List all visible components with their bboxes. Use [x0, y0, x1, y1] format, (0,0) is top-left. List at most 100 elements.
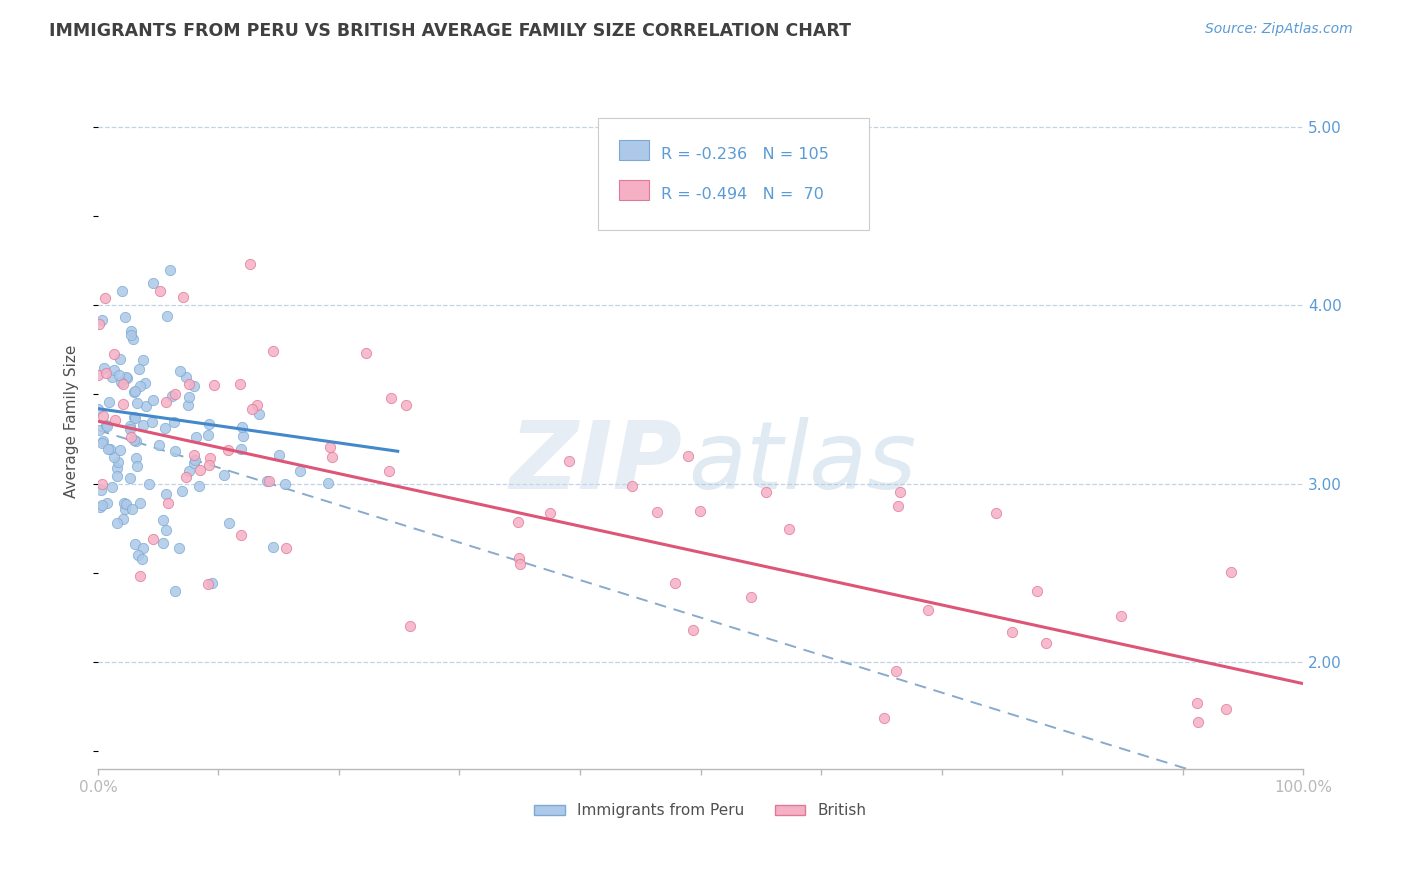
Point: [120, 418, 142, 433]
Point: [91, 498, 114, 512]
Point: [508, 551, 530, 566]
Point: [103, 347, 125, 361]
Point: [288, 464, 311, 478]
Point: [169, 541, 191, 555]
Point: [96, 496, 118, 510]
Point: [319, 440, 342, 454]
Point: [274, 541, 297, 556]
Point: [120, 471, 142, 485]
Point: [110, 284, 132, 298]
Point: [217, 442, 239, 457]
Point: [664, 575, 686, 590]
Legend: Immigrants from Peru, British: Immigrants from Peru, British: [529, 797, 873, 824]
Point: [163, 444, 186, 458]
Point: [105, 461, 128, 475]
Text: atlas: atlas: [689, 417, 917, 508]
Point: [111, 396, 134, 410]
Point: [87, 401, 110, 416]
Point: [122, 385, 145, 400]
Point: [87, 368, 110, 382]
Point: [120, 328, 142, 343]
Bar: [619, 140, 648, 160]
Point: [1001, 625, 1024, 640]
Point: [156, 309, 179, 323]
Point: [256, 474, 278, 488]
Point: [112, 496, 135, 510]
Point: [120, 324, 142, 338]
Point: [179, 464, 201, 478]
Point: [380, 391, 402, 405]
Bar: [619, 179, 648, 200]
Text: Source: ZipAtlas.com: Source: ZipAtlas.com: [1205, 22, 1353, 37]
Point: [124, 409, 146, 424]
Point: [121, 332, 143, 346]
Point: [141, 416, 163, 430]
Point: [96, 417, 118, 432]
Point: [96, 442, 118, 457]
Point: [197, 428, 219, 442]
Point: [321, 450, 343, 465]
Point: [984, 506, 1007, 520]
Point: [177, 398, 200, 412]
Point: [886, 499, 908, 513]
Point: [153, 421, 176, 435]
Point: [262, 343, 284, 358]
Point: [91, 434, 114, 449]
Point: [509, 557, 531, 571]
Point: [184, 453, 207, 467]
Point: [97, 395, 120, 409]
Point: [506, 515, 529, 529]
Point: [120, 430, 142, 444]
Point: [131, 541, 153, 555]
Point: [149, 285, 172, 299]
Point: [152, 513, 174, 527]
Point: [103, 450, 125, 464]
Point: [155, 395, 177, 409]
Text: ZIP: ZIP: [509, 417, 682, 509]
Point: [93, 291, 115, 305]
Point: [676, 449, 699, 463]
Point: [917, 603, 939, 617]
Point: [172, 289, 194, 303]
Point: [267, 448, 290, 462]
Point: [155, 487, 177, 501]
Point: [163, 415, 186, 429]
Point: [218, 516, 240, 530]
Point: [125, 459, 148, 474]
Point: [114, 310, 136, 325]
Point: [229, 442, 252, 457]
Point: [103, 363, 125, 377]
Point: [128, 362, 150, 376]
Point: [138, 477, 160, 491]
Point: [135, 399, 157, 413]
Point: [212, 467, 235, 482]
Point: [247, 407, 270, 421]
Point: [257, 474, 280, 488]
Point: [89, 500, 111, 514]
Point: [557, 454, 579, 468]
Point: [1035, 636, 1057, 650]
Point: [125, 396, 148, 410]
Point: [198, 458, 221, 472]
Point: [124, 410, 146, 425]
Point: [163, 387, 186, 401]
Point: [682, 623, 704, 637]
Point: [91, 477, 114, 491]
Point: [112, 511, 135, 525]
Point: [1215, 701, 1237, 715]
Point: [183, 378, 205, 392]
Point: [197, 577, 219, 591]
Text: IMMIGRANTS FROM PERU VS BRITISH AVERAGE FAMILY SIZE CORRELATION CHART: IMMIGRANTS FROM PERU VS BRITISH AVERAGE …: [49, 22, 851, 40]
Point: [316, 475, 339, 490]
Point: [91, 409, 114, 424]
Point: [122, 434, 145, 448]
Point: [107, 516, 129, 530]
Point: [131, 551, 153, 566]
Point: [96, 419, 118, 434]
Point: [152, 535, 174, 549]
Point: [202, 378, 225, 392]
Point: [755, 485, 778, 500]
Point: [111, 376, 134, 391]
Point: [778, 522, 800, 536]
Point: [142, 393, 165, 408]
